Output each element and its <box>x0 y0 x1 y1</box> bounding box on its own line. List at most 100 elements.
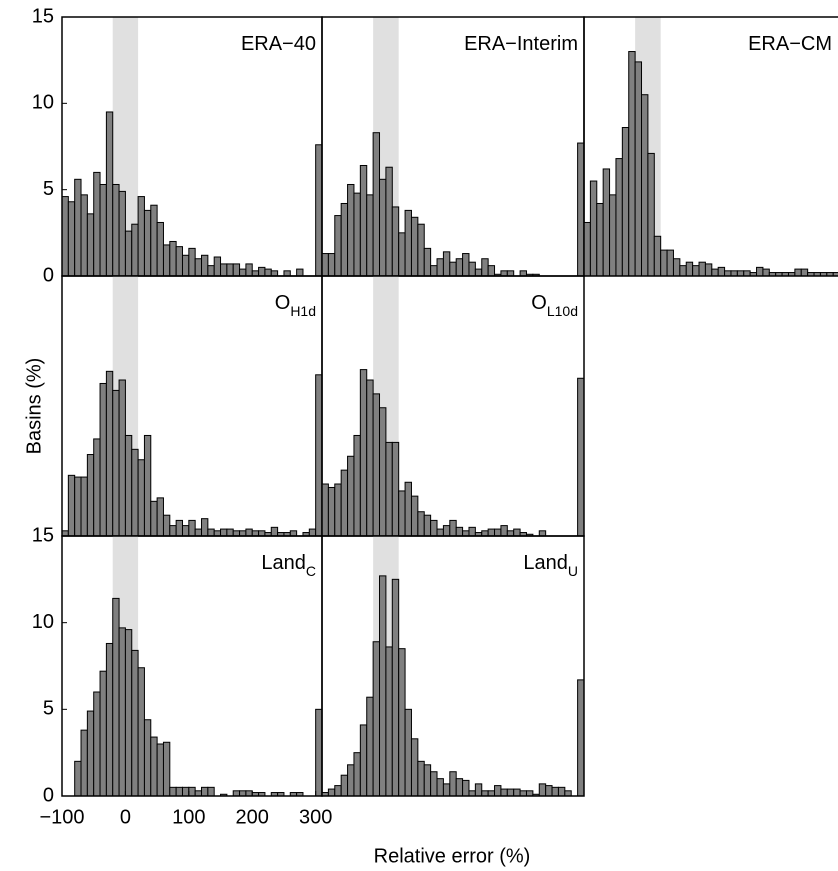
bar <box>519 270 527 277</box>
bar <box>162 244 171 277</box>
bar <box>366 379 374 537</box>
bar <box>67 474 76 537</box>
bar <box>736 270 745 277</box>
bar <box>506 530 515 537</box>
bar <box>660 249 668 277</box>
bar <box>239 268 247 277</box>
bar <box>417 760 425 797</box>
y-tick-label: 15 <box>32 524 54 546</box>
bar <box>220 263 228 277</box>
bar <box>162 741 171 797</box>
bar <box>232 263 241 277</box>
bar <box>359 724 368 797</box>
bar <box>583 221 591 277</box>
panel-title-main: ERA−Interim <box>464 33 578 55</box>
bar <box>666 249 674 277</box>
bar <box>181 786 190 797</box>
bar <box>181 525 190 537</box>
bar <box>564 790 572 797</box>
bar <box>308 528 317 537</box>
bar <box>347 455 355 537</box>
panel: ERA−CM <box>583 16 838 277</box>
bar <box>404 481 412 537</box>
bar <box>436 778 444 797</box>
bar <box>500 788 508 797</box>
bar <box>264 268 272 277</box>
bar <box>251 270 260 277</box>
bar <box>577 377 585 537</box>
bar <box>80 476 88 537</box>
bar <box>442 251 451 277</box>
bar <box>93 171 101 277</box>
bar <box>634 61 643 277</box>
bar <box>213 256 222 277</box>
bar <box>711 268 719 277</box>
bar <box>201 518 209 537</box>
bar <box>398 490 406 537</box>
bar <box>99 670 107 797</box>
bar <box>347 183 355 277</box>
bar <box>557 786 566 797</box>
bar <box>156 497 164 537</box>
bar <box>347 764 355 797</box>
panel-title-main: ERA−CM <box>748 33 832 55</box>
bar <box>372 132 381 277</box>
x-tick-label: −100 <box>39 806 84 828</box>
bar <box>112 183 120 277</box>
bar <box>124 434 133 537</box>
bar <box>398 648 406 797</box>
bar <box>201 254 209 277</box>
bar <box>500 270 508 277</box>
bar <box>137 459 145 537</box>
bar <box>685 261 694 277</box>
panel-title-sub: C <box>306 563 316 579</box>
bar <box>61 530 69 537</box>
bar <box>251 530 260 537</box>
bar <box>270 270 279 277</box>
bar <box>647 152 655 277</box>
bar <box>194 258 203 277</box>
bar <box>226 528 234 537</box>
bar <box>156 743 164 797</box>
panel-title-main: O <box>531 292 547 314</box>
panel-title: OH1d <box>275 292 316 318</box>
bar <box>762 268 770 277</box>
bar <box>551 786 559 797</box>
bar <box>519 790 527 797</box>
bar <box>430 519 438 537</box>
bar <box>481 530 489 537</box>
bar <box>188 786 196 797</box>
bar <box>131 223 139 277</box>
bar <box>730 270 738 277</box>
bar <box>118 379 126 537</box>
bar <box>327 788 336 797</box>
bar <box>410 738 419 797</box>
bar <box>538 530 547 537</box>
bar <box>239 530 247 537</box>
bar <box>462 530 470 537</box>
bar <box>577 142 585 277</box>
bar <box>404 209 412 277</box>
bar <box>315 144 323 277</box>
bar <box>385 166 393 277</box>
bar <box>468 790 476 797</box>
bar <box>150 500 158 537</box>
bar <box>442 783 451 797</box>
bar <box>334 483 342 537</box>
bar <box>641 94 649 277</box>
bar <box>506 788 515 797</box>
bar <box>704 263 713 277</box>
bar <box>462 779 470 797</box>
bar <box>321 253 329 277</box>
bar <box>207 265 215 277</box>
bar <box>86 213 95 277</box>
bar <box>359 369 368 537</box>
bar <box>698 261 706 277</box>
panel: OL10d <box>321 275 585 537</box>
bar <box>258 266 266 277</box>
bar <box>156 221 164 277</box>
bar <box>137 196 145 277</box>
bar <box>289 530 298 537</box>
